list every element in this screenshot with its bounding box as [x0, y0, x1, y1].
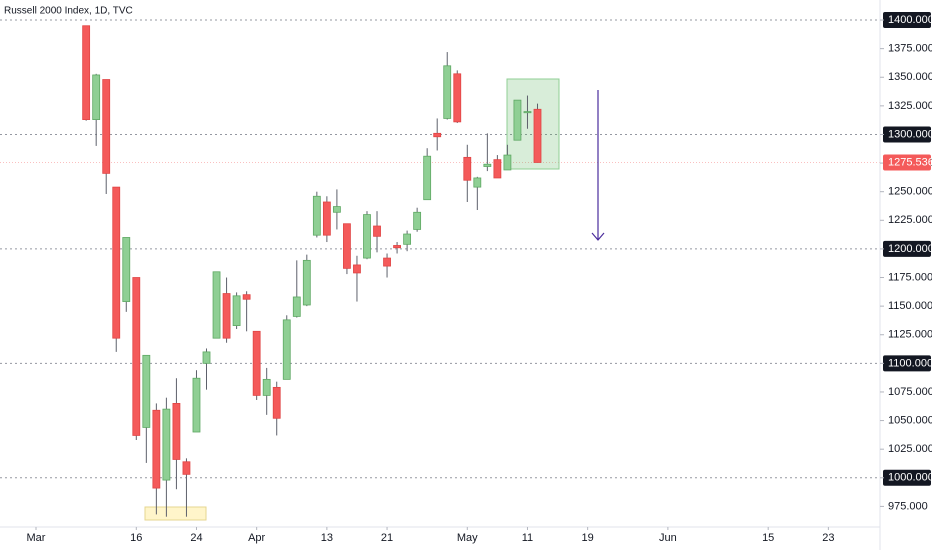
candle-body — [282, 319, 291, 380]
candle-body — [363, 214, 371, 259]
candle-body — [443, 65, 452, 119]
axis-layer: 975.000 1000.000 1025.000 1050.000 1075.000 1… — [27, 12, 932, 544]
x-tick-label: Jun — [659, 532, 677, 544]
candle-body — [302, 259, 311, 306]
candle-body — [202, 351, 211, 364]
x-tick-label: 23 — [822, 532, 834, 544]
x-tick-label: 19 — [582, 532, 594, 544]
candle-body — [493, 159, 502, 179]
candle-body — [403, 233, 412, 245]
candle-body — [122, 237, 131, 302]
y-tick-label: 1100.000 — [888, 357, 932, 369]
support-box — [144, 506, 207, 521]
x-tick-label: Apr — [248, 532, 265, 544]
y-tick-label: 1400.000 — [888, 14, 932, 26]
candle-body — [312, 195, 321, 236]
candle-body — [162, 408, 171, 481]
candle-body — [523, 111, 532, 114]
candle-body — [322, 201, 331, 236]
candle-body — [192, 377, 201, 433]
candle-body — [453, 73, 462, 123]
price-label-bg — [883, 355, 931, 372]
candle-body — [112, 186, 121, 339]
y-tick-label: 1075.000 — [888, 386, 932, 398]
x-tick-label: 15 — [762, 532, 774, 544]
candle-layer — [82, 25, 542, 517]
y-tick-label: 975.000 — [888, 500, 928, 512]
candle-body — [413, 211, 422, 230]
x-tick-label: Mar — [27, 532, 46, 544]
price-label-bg — [883, 469, 931, 486]
x-tick-label: 11 — [522, 532, 533, 544]
candle-body — [252, 330, 261, 396]
candle-body — [533, 108, 542, 163]
candle-body — [292, 296, 301, 317]
y-tick-label: 1025.000 — [888, 443, 932, 455]
candle-body — [232, 295, 241, 326]
candle-body — [82, 25, 91, 120]
candle-body — [393, 245, 401, 249]
y-tick-label: 1325.000 — [888, 100, 932, 112]
candle-body — [473, 177, 482, 188]
price-label-bg — [883, 12, 931, 29]
candle-body — [423, 155, 432, 201]
y-tick-label: 1125.000 — [888, 329, 932, 341]
candle-body — [132, 277, 141, 436]
chart-title: Russell 2000 Index, 1D, TVC — [4, 6, 133, 17]
candle-body — [353, 264, 361, 274]
y-tick-label: 1375.000 — [888, 43, 932, 55]
candle-body — [222, 293, 231, 339]
y-tick-label: 1300.000 — [888, 128, 932, 140]
y-tick-label: 1175.000 — [888, 271, 932, 283]
candle-body — [463, 156, 472, 181]
y-tick-label: 1350.000 — [888, 71, 932, 83]
candle-body — [513, 99, 522, 141]
candle-body — [172, 403, 181, 460]
candle-body — [262, 378, 271, 396]
y-tick-label: 1150.000 — [888, 300, 932, 312]
price-label-bg — [883, 240, 931, 257]
last-price-label: 1275.536 — [888, 156, 932, 168]
y-tick-label: 1050.000 — [888, 414, 932, 426]
y-tick-label: 1225.000 — [888, 214, 932, 226]
x-tick-label: 21 — [381, 532, 393, 544]
y-tick-label: 1200.000 — [888, 243, 932, 255]
candle-body — [483, 163, 492, 167]
x-tick-label: 16 — [130, 532, 142, 544]
candle-body — [242, 294, 251, 300]
candle-body — [142, 354, 151, 428]
candle-body — [102, 79, 111, 174]
candle-body — [343, 223, 351, 269]
x-tick-label: May — [457, 532, 478, 544]
x-tick-label: 24 — [190, 532, 202, 544]
candle-body — [92, 74, 101, 120]
candle-body — [182, 461, 191, 475]
y-tick-label: 1250.000 — [888, 186, 932, 198]
candle-body — [212, 271, 221, 339]
candle-body — [503, 154, 512, 171]
candle-body — [383, 257, 391, 267]
y-tick-label: 1000.000 — [888, 472, 932, 484]
x-tick-label: 13 — [321, 532, 333, 544]
candle-body — [332, 206, 341, 213]
price-label-bg — [883, 126, 931, 143]
candle-body — [433, 132, 442, 138]
last-price-bg — [883, 154, 931, 171]
candle-body — [272, 386, 281, 419]
candle-body — [373, 225, 381, 237]
candle-body — [152, 409, 161, 489]
down-arrow — [591, 90, 605, 241]
